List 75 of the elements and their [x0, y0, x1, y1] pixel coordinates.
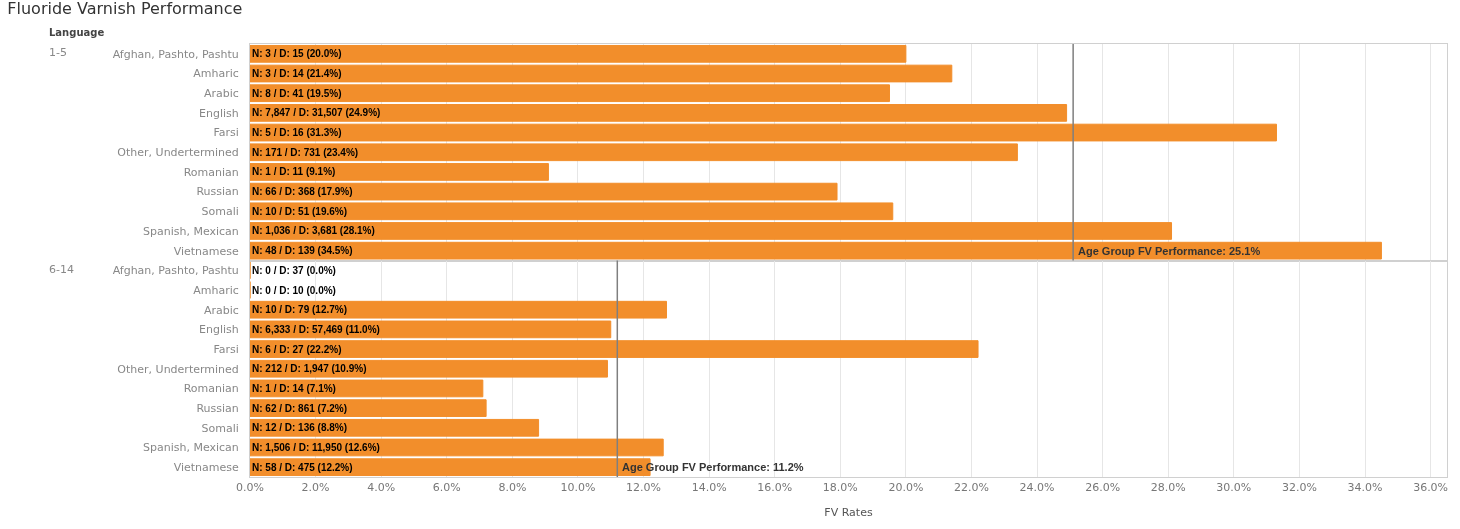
y-tick-label: Russian	[196, 401, 239, 415]
data-label: N: 12 / D: 136 (8.8%)	[252, 422, 348, 433]
x-tick-label: 32.0%	[1281, 481, 1317, 495]
data-label: N: 48 / D: 139 (34.5%)	[252, 245, 353, 256]
data-label: N: 8 / D: 41 (19.5%)	[252, 88, 342, 99]
data-label: N: 171 / D: 731 (23.4%)	[252, 147, 359, 158]
data-label: N: 1 / D: 14 (7.1%)	[252, 383, 336, 394]
y-tick-label: Other, Undertermined	[117, 146, 239, 160]
data-label: N: 1 / D: 11 (9.1%)	[252, 166, 336, 177]
x-tick-label: 14.0%	[691, 481, 727, 495]
x-tick-label: 36.0%	[1413, 481, 1449, 495]
x-tick-label: 6.0%	[432, 481, 461, 495]
y-tick-label: Vietnamese	[173, 461, 240, 475]
data-label: N: 6 / D: 27 (22.2%)	[252, 344, 342, 355]
x-tick-label: 8.0%	[498, 481, 527, 495]
bar	[250, 399, 487, 417]
x-tick-label: 2.0%	[301, 481, 330, 495]
x-tick-label: 16.0%	[757, 481, 793, 495]
y-tick-label: Other, Undertermined	[117, 362, 239, 376]
y-tick-label: Romanian	[183, 165, 239, 179]
data-label: N: 3 / D: 14 (21.4%)	[252, 68, 342, 79]
x-tick-label: 26.0%	[1085, 481, 1121, 495]
chart-title: Fluoride Varnish Performance	[7, 0, 243, 18]
y-tick-label: Somali	[201, 421, 239, 435]
y-tick-label: English	[199, 323, 239, 337]
text: Language	[49, 27, 105, 38]
y-tick-label: Farsi	[213, 126, 239, 140]
y-tick-label: Arabic	[203, 87, 239, 101]
data-label: N: 58 / D: 475 (12.2%)	[252, 462, 353, 473]
data-label: N: 3 / D: 15 (20.0%)	[252, 48, 342, 59]
data-label: N: 0 / D: 10 (0.0%)	[252, 285, 336, 296]
y-tick-label: Farsi	[213, 342, 239, 356]
x-tick-label: 18.0%	[822, 481, 858, 495]
data-label: N: 66 / D: 368 (17.9%)	[252, 186, 353, 197]
data-label: N: 212 / D: 1,947 (10.9%)	[252, 363, 367, 374]
bar	[250, 44, 907, 63]
y-tick-label: Afghan, Pashto, Pashtu	[112, 264, 239, 278]
y-tick-label: Afghan, Pashto, Pashtu	[112, 47, 239, 61]
x-axis-title: FV Rates	[824, 506, 873, 520]
y-tick-label: Spanish, Mexican	[142, 441, 239, 455]
bar	[250, 163, 549, 181]
y-tick-label: Russian	[196, 185, 239, 199]
x-tick-label: 30.0%	[1216, 481, 1252, 495]
y-tick-label: Amharic	[193, 67, 239, 81]
x-tick-label: 34.0%	[1347, 481, 1383, 495]
y-tick-label: Romanian	[183, 382, 239, 396]
bar	[250, 222, 1173, 240]
y-tick-label: Amharic	[193, 283, 239, 297]
x-tick-label: 22.0%	[954, 481, 989, 495]
x-tick-label: 20.0%	[888, 481, 924, 495]
data-label: N: 10 / D: 79 (12.7%)	[252, 304, 348, 315]
y-tick-label: Spanish, Mexican	[142, 224, 239, 238]
x-tick-label: 0.0%	[236, 481, 264, 495]
ref-line-label: Age Group FV Performance: 25.1%	[1078, 245, 1261, 257]
x-tick-label: 10.0%	[560, 481, 596, 495]
y-tick-label: English	[199, 106, 239, 120]
data-label: N: 1,506 / D: 11,950 (12.6%)	[252, 442, 380, 453]
y-axis-title: 1-5	[49, 46, 67, 59]
bar	[250, 104, 1068, 122]
bar	[250, 340, 979, 358]
y-axis-title: 6-14	[49, 263, 74, 276]
x-tick-label: 4.0%	[367, 481, 396, 495]
data-label: N: 10 / D: 51 (19.6%)	[252, 206, 348, 217]
data-label: N: 6,333 / D: 57,469 (11.0%)	[252, 324, 380, 335]
data-label: N: 7,847 / D: 31,507 (24.9%)	[252, 107, 381, 118]
x-tick-label: 24.0%	[1019, 481, 1055, 495]
y-tick-label: Arabic	[203, 303, 239, 317]
data-label: N: 1,036 / D: 3,681 (28.1%)	[252, 225, 375, 236]
x-tick-label: 12.0%	[626, 481, 662, 495]
x-tick-label: 28.0%	[1150, 481, 1186, 495]
y-tick-label: Vietnamese	[173, 244, 240, 258]
data-label: N: 5 / D: 16 (31.3%)	[252, 127, 342, 138]
data-label: N: 62 / D: 861 (7.2%)	[252, 403, 348, 414]
data-label: N: 0 / D: 37 (0.0%)	[252, 265, 336, 276]
y-tick-label: Somali	[201, 205, 239, 219]
